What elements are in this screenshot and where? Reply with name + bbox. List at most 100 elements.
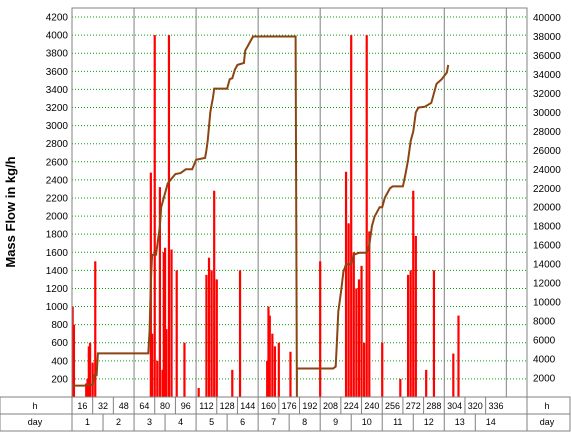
mass-flow-bar xyxy=(85,383,88,397)
mass-flow-bar xyxy=(207,257,211,397)
mass-flow-bar xyxy=(381,342,384,397)
hour-tick-label: 112 xyxy=(199,401,213,411)
right-tick-label: 36000 xyxy=(533,51,561,62)
mass-flow-bar xyxy=(357,279,361,397)
hour-tick-label: 224 xyxy=(344,401,359,411)
right-tick-label: 30000 xyxy=(533,108,561,119)
mass-flow-bar xyxy=(162,252,165,397)
hour-tick-label: 80 xyxy=(160,401,170,411)
mass-flow-bar xyxy=(94,261,97,397)
left-tick-label: 600 xyxy=(51,338,68,349)
hour-row-label: h xyxy=(32,401,37,411)
hour-tick-label: 16 xyxy=(77,401,87,411)
mass-flow-bar xyxy=(271,333,274,397)
mass-flow-bar xyxy=(365,35,368,398)
hour-tick-label: 64 xyxy=(139,401,149,411)
mass-flow-bar xyxy=(355,288,358,397)
hour-tick-label: 96 xyxy=(181,401,191,411)
left-tick-label: 4000 xyxy=(46,31,69,42)
hour-tick-label: 240 xyxy=(364,401,379,411)
hour-tick-label: 256 xyxy=(385,401,400,411)
hour-tick-label: 144 xyxy=(240,401,255,411)
mass-flow-bar xyxy=(151,333,154,397)
right-tick-label: 6000 xyxy=(533,336,556,347)
right-tick-label: 28000 xyxy=(533,127,561,138)
mass-flow-bar xyxy=(452,353,455,397)
mass-flow-bar xyxy=(368,231,371,397)
mass-flow-bar xyxy=(319,261,322,397)
mass-flow-bar xyxy=(266,360,269,397)
mass-flow-bar xyxy=(406,274,410,397)
day-tick-label: 14 xyxy=(486,417,496,427)
right-tick-label: 32000 xyxy=(533,89,561,100)
day-row-label: day xyxy=(28,417,43,427)
mass-flow-bar xyxy=(231,369,234,397)
mass-flow-bar xyxy=(277,342,280,397)
left-tick-label: 2400 xyxy=(46,175,69,186)
hour-tick-label: 160 xyxy=(261,401,276,411)
mass-flow-bar xyxy=(350,35,353,398)
right-tick-label: 10000 xyxy=(533,298,561,309)
mass-flow-bar xyxy=(457,315,460,397)
mass-flow-bar xyxy=(268,315,271,397)
right-tick-label: 14000 xyxy=(533,260,561,271)
left-tick-label: 1000 xyxy=(46,302,69,313)
right-tick-label: 26000 xyxy=(533,146,561,157)
mass-flow-bar xyxy=(167,35,171,398)
left-tick-label: 800 xyxy=(51,320,68,331)
mass-flow-bar xyxy=(432,270,436,397)
left-tick-label: 400 xyxy=(51,356,68,367)
right-tick-label: 2000 xyxy=(533,374,556,385)
mass-flow-bar xyxy=(344,171,348,397)
left-tick-label: 4200 xyxy=(46,13,69,24)
right-tick-label: 34000 xyxy=(533,70,561,81)
y-axis-title: Mass Flow in kg/h xyxy=(3,156,18,267)
mass-flow-bar xyxy=(215,279,218,397)
right-tick-label: 12000 xyxy=(533,279,561,290)
left-tick-label: 1600 xyxy=(46,248,69,259)
day-tick-label: 5 xyxy=(209,417,214,427)
mass-flow-bar xyxy=(175,270,178,397)
left-tick-label: 3200 xyxy=(46,103,69,114)
day-tick-label: 13 xyxy=(455,417,465,427)
hour-tick-label: 32 xyxy=(98,401,108,411)
hour-row-label-right: h xyxy=(544,401,549,411)
right-tick-label: 16000 xyxy=(533,241,561,252)
right-tick-label: 24000 xyxy=(533,165,561,176)
right-tick-label: 18000 xyxy=(533,222,561,233)
mass-flow-bar xyxy=(210,270,213,397)
mass-flow-bar xyxy=(363,342,366,397)
hour-tick-label: 336 xyxy=(488,401,503,411)
hour-tick-label: 304 xyxy=(447,401,462,411)
mass-flow-bar xyxy=(425,369,428,397)
right-tick-label: 38000 xyxy=(533,32,561,43)
mass-flow-bar xyxy=(414,235,417,397)
mass-flow-bar xyxy=(205,274,208,397)
hour-tick-label: 192 xyxy=(302,401,317,411)
mass-flow-bar xyxy=(213,190,216,397)
hour-tick-label: 48 xyxy=(119,401,129,411)
left-tick-label: 1400 xyxy=(46,266,69,277)
mass-flow-bar xyxy=(273,346,277,397)
left-tick-label: 1200 xyxy=(46,284,69,295)
day-row-label-right: day xyxy=(540,417,555,427)
left-tick-label: 3600 xyxy=(46,67,69,78)
left-tick-label: 200 xyxy=(51,374,68,385)
mass-flow-bar xyxy=(197,387,200,397)
day-tick-label: 11 xyxy=(393,417,402,427)
hour-tick-label: 176 xyxy=(282,401,297,411)
left-tick-label: 2800 xyxy=(46,139,69,150)
mass-flow-bar xyxy=(360,265,363,397)
day-tick-label: 1 xyxy=(85,417,90,427)
mass-flow-bar xyxy=(156,360,159,397)
right-tick-label: 8000 xyxy=(533,317,556,328)
mass-flow-bar xyxy=(158,187,161,397)
mass-flow-bar xyxy=(87,346,90,397)
day-tick-label: 9 xyxy=(333,417,338,427)
mass-flow-bar xyxy=(352,252,355,397)
mass-flow-bar xyxy=(183,342,186,397)
mass-flow-bar xyxy=(347,223,350,397)
hour-tick-label: 288 xyxy=(426,401,441,411)
